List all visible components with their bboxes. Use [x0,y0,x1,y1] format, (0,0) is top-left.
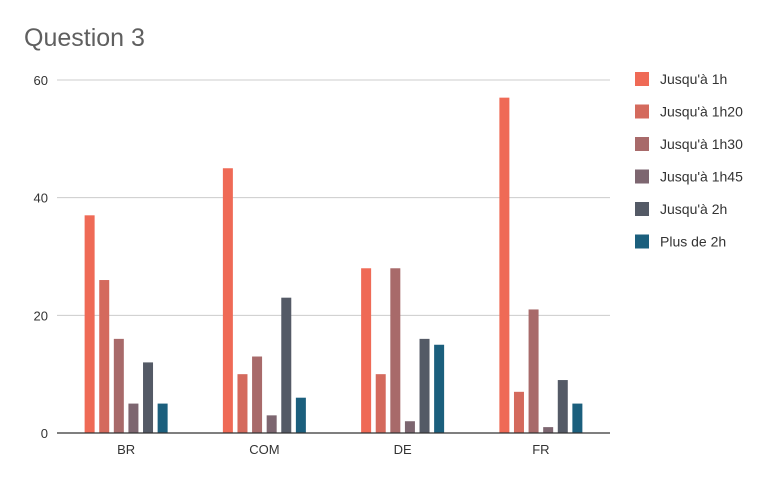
legend-swatch [635,169,649,184]
bar-fr-series-6 [572,403,583,433]
legend-label: Jusqu'à 1h30 [660,136,743,152]
bar-com-series-6 [295,397,306,433]
bar-br-series-4 [128,403,139,433]
y-tick-label: 20 [34,308,48,323]
x-tick-label: COM [249,442,279,457]
y-tick-label: 40 [34,191,48,206]
bar-de-series-3 [390,268,401,433]
bar-de-series-6 [434,344,445,433]
bar-br-series-2 [99,280,110,433]
legend-label: Jusqu'à 1h20 [660,104,743,120]
bar-br-series-1 [84,215,95,433]
axes: 0 20 40 60 BR COM DE FR [34,73,610,457]
legend-swatch [635,104,649,119]
gridlines [57,79,610,316]
bar-fr-series-4 [543,427,554,433]
bar-br-series-5 [143,362,154,433]
bar-fr-series-5 [557,380,568,433]
bar-com-series-1 [222,168,233,433]
legend-label: Jusqu'à 1h45 [660,169,743,185]
x-tick-label: FR [532,442,549,457]
legend: Jusqu'à 1h Jusqu'à 1h20 Jusqu'à 1h30 Jusqu'… [635,71,743,250]
bar-de-series-1 [361,268,372,433]
x-tick-label: DE [394,442,412,457]
bar-br-series-3 [113,338,124,433]
bars [84,97,583,434]
bar-fr-series-1 [499,97,510,434]
bar-de-series-2 [375,374,386,433]
bar-com-series-4 [266,415,277,433]
bar-fr-series-2 [513,391,524,433]
bar-de-series-5 [419,338,430,433]
legend-swatch [635,202,649,216]
legend-label: Plus de 2h [660,234,726,250]
chart-title: Question 3 [24,24,145,52]
y-tick-label: 60 [34,73,48,88]
y-tick-label: 0 [41,426,48,441]
bar-com-series-2 [237,374,248,433]
x-tick-label: BR [117,442,135,457]
legend-swatch [635,234,649,249]
bar-com-series-5 [281,297,292,433]
bar-com-series-3 [252,356,263,433]
legend-label: Jusqu'à 1h [660,71,727,87]
legend-swatch [635,137,649,151]
bar-fr-series-3 [528,309,539,433]
legend-label: Jusqu'à 2h [660,201,727,217]
bar-br-series-6 [157,403,168,433]
bar-de-series-4 [404,421,415,433]
legend-swatch [635,72,649,86]
